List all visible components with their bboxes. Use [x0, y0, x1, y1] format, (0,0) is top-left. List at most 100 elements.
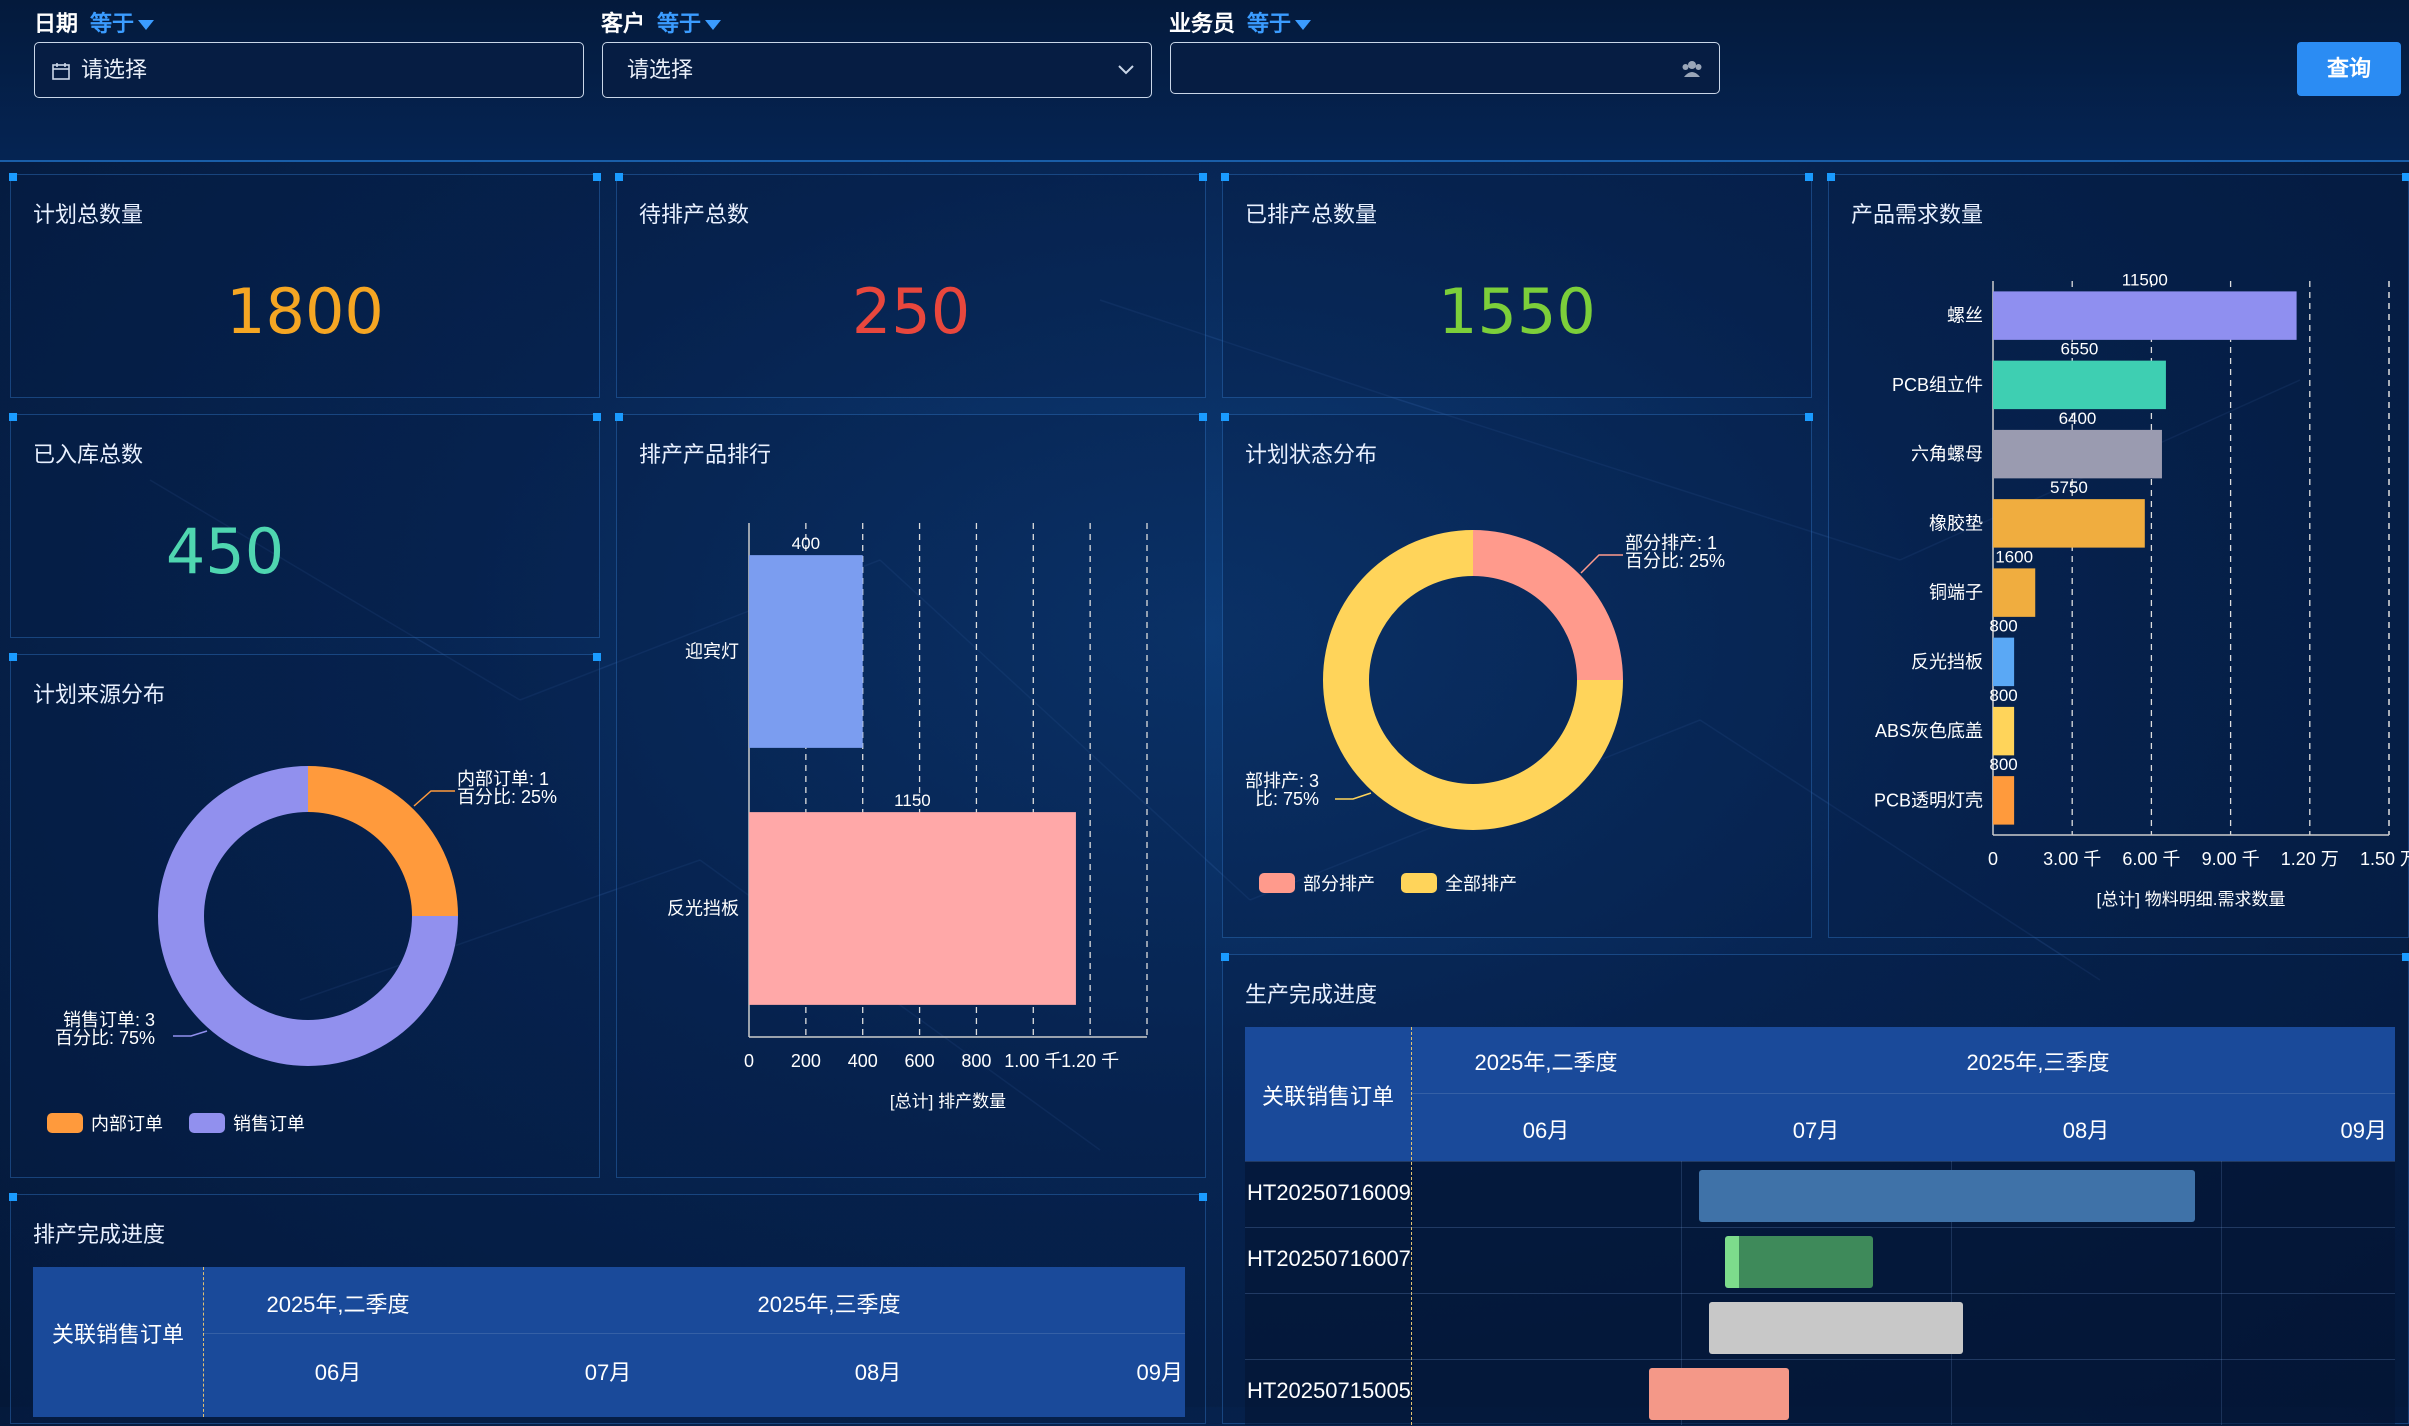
- gantt-quarter: 2025年,二季度: [1474, 1050, 1618, 1075]
- x-tick-label: 0: [1988, 849, 1998, 869]
- annotation-percent: 百分比: 25%: [1625, 551, 1725, 571]
- legend-label: 全部排产: [1445, 874, 1517, 894]
- kpi-stored: 已入库总数 450: [9, 413, 601, 638]
- y-category-label: 迎宾灯: [685, 642, 739, 662]
- bar: [1993, 706, 2015, 756]
- x-tick-label: 9.00 千: [2202, 849, 2260, 869]
- gantt-month: 06月: [314, 1360, 362, 1385]
- ranking-panel: 排产产品排行 0 200 400 600 800 1.00 千 1.20 千 迎宾灯 400 反光…: [615, 413, 1207, 1178]
- donut-slice: [158, 766, 458, 1066]
- data-label: 800: [1989, 755, 2017, 774]
- salesman-label: 业务员: [1169, 11, 1236, 36]
- caret-down-icon[interactable]: [705, 20, 722, 31]
- bar: [1993, 637, 2015, 687]
- bar: [1993, 776, 2015, 825]
- x-axis-label: [总计] 排产数量: [890, 1092, 1006, 1111]
- legend-label: 内部订单: [91, 1114, 163, 1134]
- gantt-month: 06月: [1522, 1118, 1570, 1143]
- panel-title: 计划状态分布: [1245, 442, 1378, 467]
- today-line: [203, 1267, 204, 1417]
- y-category-label: 橡胶垫: [1929, 513, 1983, 533]
- gantt-month: 09月: [1136, 1360, 1183, 1385]
- calendar-icon: [52, 63, 70, 80]
- gantt-bar[interactable]: [1649, 1368, 1789, 1420]
- gantt-bar[interactable]: [1709, 1302, 1963, 1354]
- caret-down-icon[interactable]: [1295, 20, 1312, 31]
- gantt-bar[interactable]: [1699, 1170, 2195, 1222]
- table-row[interactable]: HT20250715005: [1245, 1359, 2395, 1426]
- date-picker-input[interactable]: 请选择: [34, 42, 584, 98]
- status-panel: 计划状态分布 部分排产: 1 百分比: 25% 部排产: 3 比: 75% 部分排产 全部…: [1221, 413, 1813, 938]
- annotation-percent: 百分比: 25%: [457, 787, 557, 807]
- customer-label: 客户: [601, 11, 646, 36]
- bar: [749, 812, 1076, 1005]
- gantt-month: 07月: [584, 1360, 632, 1385]
- kpi-value: 1550: [1438, 275, 1596, 348]
- x-tick-label: 200: [791, 1051, 821, 1071]
- source-panel: 计划来源分布 内部订单: 1 百分比: 25% 销售订单: 3 百分比: 75% 内部订…: [9, 653, 601, 1178]
- gantt-header-order: 关联销售订单: [1261, 1084, 1394, 1109]
- salesman-filter-label: 业务员 等于: [1169, 6, 1312, 38]
- panel-title: 生产完成进度: [1245, 982, 1378, 1007]
- table-row[interactable]: [1245, 1293, 2395, 1360]
- y-category-label: PCB组立件: [1892, 375, 1983, 395]
- kpi-title: 已入库总数: [33, 442, 144, 467]
- caret-down-icon[interactable]: [138, 20, 155, 31]
- data-label: 11500: [2122, 270, 2168, 289]
- data-label: 5750: [2050, 478, 2088, 497]
- panel-title: 计划来源分布: [33, 682, 166, 707]
- date-operator[interactable]: 等于: [90, 11, 135, 36]
- y-category-label: PCB透明灯壳: [1874, 790, 1983, 810]
- customer-operator[interactable]: 等于: [657, 11, 702, 36]
- customer-select[interactable]: 请选择: [602, 42, 1152, 98]
- kpi-pending: 待排产总数 250: [615, 173, 1207, 398]
- gantt-bar[interactable]: [1725, 1236, 1873, 1288]
- kpi-value: 250: [851, 275, 971, 348]
- kpi-title: 待排产总数: [639, 202, 750, 227]
- data-label: 1600: [1995, 547, 2033, 566]
- panel-title: 产品需求数量: [1851, 202, 1984, 227]
- panel-title: 排产完成进度: [33, 1222, 166, 1247]
- table-row[interactable]: HT20250716007: [1245, 1227, 2395, 1294]
- legend-swatch: [47, 1113, 83, 1133]
- data-label: 400: [792, 534, 820, 553]
- gantt-header-order: 关联销售订单: [51, 1322, 184, 1347]
- prod-progress-panel: 生产完成进度 关联销售订单 2025年,二季度 2025年,三季度 06月 07…: [1221, 953, 2409, 1426]
- legend-swatch: [1259, 873, 1295, 893]
- kpi-title: 已排产总数量: [1245, 202, 1378, 227]
- x-tick-label: 400: [848, 1051, 878, 1071]
- order-number: HT20250716009: [1247, 1180, 1411, 1205]
- donut-slice: [1473, 530, 1623, 680]
- date-label: 日期: [34, 11, 79, 36]
- y-category-label: 六角螺母: [1911, 444, 1983, 464]
- kpi-title: 计划总数量: [33, 202, 144, 227]
- salesman-operator[interactable]: 等于: [1247, 11, 1292, 36]
- gantt-quarter: 2025年,三季度: [757, 1292, 901, 1317]
- table-row[interactable]: HT20250716009: [1245, 1161, 2395, 1228]
- annotation-label: 内部订单: 1: [457, 769, 549, 789]
- order-number: HT20250716007: [1247, 1246, 1411, 1271]
- y-category-label: 铜端子: [1929, 583, 1983, 603]
- kpi-value: 450: [165, 515, 285, 588]
- salesman-input[interactable]: [1170, 42, 1720, 94]
- date-placeholder: 请选择: [81, 57, 148, 82]
- month-gridline: [1681, 1161, 1682, 1425]
- data-label: 1150: [894, 791, 931, 810]
- gantt-month: 08月: [854, 1360, 902, 1385]
- query-button[interactable]: 查询: [2297, 42, 2401, 96]
- gantt-month: 07月: [1792, 1118, 1840, 1143]
- legend-label: 销售订单: [233, 1114, 305, 1134]
- bar: [1993, 360, 2166, 410]
- annotation-percent: 百分比: 75%: [55, 1028, 155, 1048]
- panel-title: 排产产品排行: [639, 442, 772, 467]
- y-category-label: 螺丝: [1947, 306, 1983, 326]
- x-tick-label: 6.00 千: [2122, 849, 2180, 869]
- x-tick-label: 800: [961, 1051, 991, 1071]
- kpi-plan-total: 计划总数量 1800: [9, 173, 601, 398]
- order-number: HT20250715005: [1247, 1378, 1411, 1403]
- donut-slice: [308, 766, 458, 916]
- x-tick-label: 1.50 万: [2360, 849, 2409, 869]
- x-tick-label: 1.00 千: [1004, 1051, 1062, 1071]
